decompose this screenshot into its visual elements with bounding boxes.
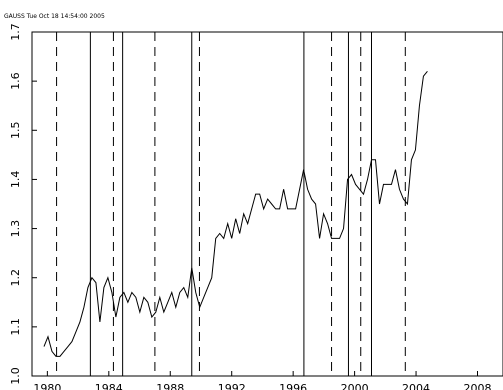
x-tick-label: 1980: [33, 382, 61, 390]
x-tick-label: 1996: [279, 382, 307, 390]
x-tick-label: 2000: [341, 382, 369, 390]
y-tick-label: 1.3: [9, 220, 22, 238]
y-tick-label: 1.1: [9, 318, 22, 336]
header: GAUSS Tue Oct 18 14:54:00 2005: [4, 13, 105, 20]
plot-frame: [31, 31, 503, 377]
x-tick-label: 2008: [463, 382, 491, 390]
data-line: [43, 70, 428, 357]
x-tick-label: 1984: [95, 382, 123, 390]
y-tick-label: 1.2: [9, 269, 22, 287]
x-tick-label: 1988: [156, 382, 184, 390]
x-tick-label: 1992: [218, 382, 246, 390]
x-tick-label: 2004: [402, 382, 430, 390]
y-tick-label: 1.4: [9, 171, 22, 189]
y-tick-label: 1.5: [9, 122, 22, 140]
y-tick-label: 1.7: [9, 23, 22, 41]
y-tick-label: 1.6: [9, 72, 22, 90]
y-tick-label: 1.0: [9, 367, 22, 385]
